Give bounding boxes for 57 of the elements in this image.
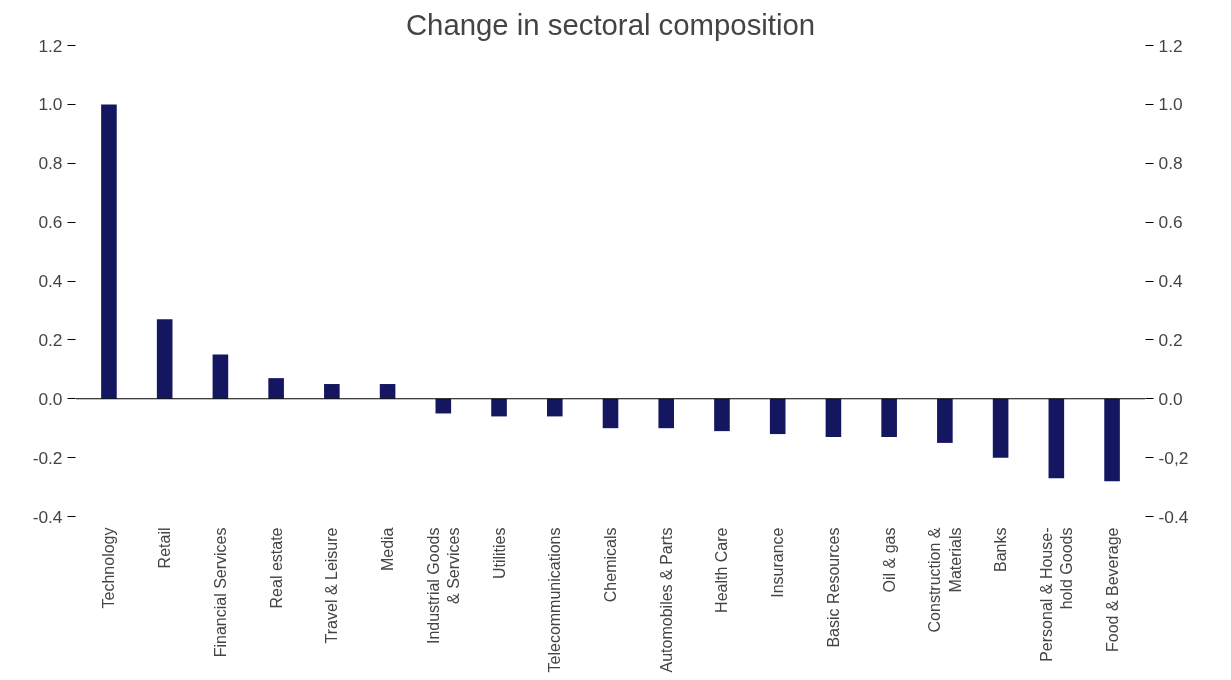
y2-tick-label: 1.0 [1158,94,1183,115]
y-tick-label: 0.4 [38,271,63,291]
x-tick-label: Food & Beverage [1103,527,1121,653]
y2-tick-label: 0.6 [1158,212,1183,233]
bar [602,398,619,429]
bar [546,398,563,417]
x-tick-label: Basic Resources [824,527,842,648]
x-tick-label: Health Care [713,527,731,613]
x-tick-label: Financial Services [211,527,229,658]
y2-tick-label: 0.8 [1158,153,1183,174]
bar [156,319,173,399]
x-tick-label: Travel & Leisure [323,527,341,644]
y-tick-label: 0.8 [38,153,63,174]
bar [769,398,786,435]
bar [881,398,897,438]
x-tick-label: Technology [100,527,118,609]
bar [825,398,842,438]
x-tick-label: Media [379,527,397,572]
bar [1048,398,1065,479]
bar [101,104,117,399]
x-tick-label: Construction & Materials [926,527,964,633]
x-tick-label: Retail [156,527,174,569]
bar [491,398,507,417]
bar [937,398,953,443]
y2-tick-label: 0.4 [1158,271,1183,291]
bar [435,398,452,414]
y2-tick-label: -0,2 [1158,447,1189,468]
y2-tick-label: 0.0 [1158,388,1183,409]
x-tick-label: Oil & gas [880,527,898,593]
y-tick-label: 1.2 [38,35,63,56]
bar [992,398,1009,458]
x-tick-label: Telecommunications [546,527,564,673]
bar [212,354,229,399]
x-tick-label: Banks [992,527,1010,572]
bar [324,384,340,399]
x-tick-label: Industrial Goods & Services [424,527,463,645]
x-tick-label: Chemicals [602,527,619,603]
x-tick-label: Insurance [769,527,787,598]
y-tick-label: -0.4 [32,506,63,527]
x-tick-label: Real estate [267,527,285,609]
chart-title: Change in sectoral composition [405,7,816,41]
y-tick-label: -0.2 [32,447,63,468]
bar [268,378,284,399]
y-tick-label: 0.6 [38,212,63,233]
y-tick-label: 0.0 [38,388,63,409]
y2-tick-label: 0.2 [1158,329,1183,350]
y-tick-label: 0.2 [38,329,63,350]
y2-tick-label: 1.2 [1158,35,1183,56]
bar [658,398,675,429]
y2-tick-label: -0.4 [1158,506,1189,527]
bar [714,398,730,432]
x-tick-label: Utilities [490,527,508,580]
x-tick-label: Automobiles & Parts [657,527,675,673]
y-tick-label: 1.0 [38,94,63,115]
bar [379,384,396,399]
bar [1104,398,1120,482]
x-tick-label: Personal & House- hold Goods [1037,527,1076,662]
